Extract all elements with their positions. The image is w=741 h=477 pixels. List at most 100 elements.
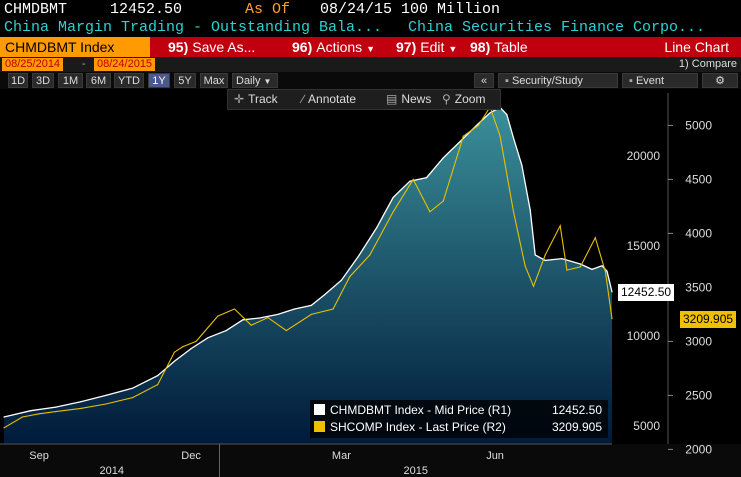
chmdbmt-point <box>601 265 603 267</box>
compare-button[interactable]: 1) Compare <box>678 58 737 70</box>
shcomp-point <box>601 259 603 261</box>
collapse-button[interactable]: « <box>474 73 495 88</box>
chmdbmt-point <box>310 304 312 306</box>
news-button[interactable]: ▤ News <box>386 90 431 109</box>
start-date-input[interactable]: 08/25/2014 <box>2 58 64 71</box>
actions-label: Actions <box>316 39 363 55</box>
shcomp-point <box>566 269 568 271</box>
shcomp-point <box>499 135 501 137</box>
shcomp-point <box>21 416 23 418</box>
issuer-description: China Securities Finance Corpo... <box>408 19 706 36</box>
end-date-input[interactable]: 08/24/2015 <box>94 58 156 71</box>
frequency-select[interactable]: Daily ▼ <box>232 73 278 88</box>
security-study-button[interactable]: ▪ Security/Study <box>498 73 618 88</box>
ticker-symbol: CHMDBMT <box>4 1 68 18</box>
security-study-label: Security/Study <box>511 75 583 87</box>
y-left-tick-label: 5000 <box>633 419 660 433</box>
shcomp-point <box>38 413 40 415</box>
period-1m-button[interactable]: 1M <box>58 73 83 88</box>
chart-type-button[interactable]: Line Chart <box>664 39 729 55</box>
table-label: Table <box>494 39 528 55</box>
period-ytd-button[interactable]: YTD <box>114 73 144 88</box>
actions-button[interactable]: 96) Actions ▼ <box>292 37 375 57</box>
chmdbmt-point <box>506 114 508 116</box>
chmdbmt-point <box>579 263 581 265</box>
track-label: Track <box>248 92 278 106</box>
x-month-label: Jun <box>486 450 504 462</box>
news-icon: ▤ <box>386 92 398 106</box>
security-description: China Margin Trading - Outstanding Bala.… <box>4 19 383 36</box>
gear-icon[interactable]: ⚙ <box>702 73 738 88</box>
description-row: China Margin Trading - Outstanding Bala.… <box>0 19 741 37</box>
table-button[interactable]: 98) Table <box>470 37 528 57</box>
last-value-tag-chmdbmt: 12452.50 <box>618 284 675 301</box>
legend-entry-shcomp[interactable]: SHCOMP Index - Last Price (R2) 3209.905 <box>314 419 604 436</box>
period-5y-button[interactable]: 5Y <box>174 73 196 88</box>
chmdbmt-point <box>392 196 394 198</box>
chmdbmt-area <box>4 107 612 445</box>
save-as-label: Save As... <box>192 39 256 55</box>
shcomp-point <box>579 266 581 268</box>
event-icon: ▪ <box>629 75 636 87</box>
frequency-dropdown-icon: ▼ <box>263 77 272 86</box>
shcomp-point <box>285 330 287 332</box>
chmdbmt-point <box>544 259 546 261</box>
shcomp-point <box>611 318 613 320</box>
chmdbmt-point <box>357 256 359 258</box>
legend-value-shcomp: 3209.905 <box>551 420 602 434</box>
zoom-button[interactable]: ⚲ Zoom <box>442 90 485 109</box>
shcomp-point <box>369 254 371 256</box>
period-1d-button[interactable]: 1D <box>8 73 28 88</box>
magnifier-icon: ⚲ <box>442 92 451 106</box>
chmdbmt-point <box>294 308 296 310</box>
chmdbmt-point <box>442 157 444 159</box>
as-of-label: As Of <box>245 1 291 18</box>
annotate-button[interactable]: ∕ Annotate <box>302 90 356 109</box>
shcomp-point <box>392 211 394 213</box>
actions-number: 96) <box>292 39 313 55</box>
shcomp-point <box>594 237 596 239</box>
period-3d-button[interactable]: 3D <box>32 73 54 88</box>
period-6m-button[interactable]: 6M <box>86 73 111 88</box>
shcomp-point <box>559 225 561 227</box>
as-of-value: 08/24/15 100 Million <box>320 1 501 18</box>
index-input[interactable]: CHMDBMT Index <box>0 37 150 57</box>
event-label: Event <box>635 75 665 87</box>
table-number: 98) <box>470 39 491 55</box>
y-left-tick-label: 10000 <box>627 329 661 343</box>
save-as-number: 95) <box>168 39 189 55</box>
shcomp-point <box>512 211 515 213</box>
y-right-tick-label: 3000 <box>685 334 712 348</box>
edit-label: Edit <box>420 39 445 55</box>
x-month-label: Mar <box>332 450 351 462</box>
shcomp-point <box>429 211 431 213</box>
chmdbmt-point <box>534 254 536 256</box>
x-axis-band <box>0 444 741 477</box>
chmdbmt-point <box>157 375 159 377</box>
legend-value-chmdbmt: 12452.50 <box>551 403 602 417</box>
edit-button[interactable]: 97) Edit ▼ <box>396 37 457 57</box>
shcomp-point <box>132 397 134 399</box>
chart-legend: CHMDBMT Index - Mid Price (R1) 12452.50 … <box>310 400 608 438</box>
chmdbmt-point <box>3 416 5 418</box>
shcomp-point <box>250 324 252 326</box>
date-range-bar: 08/25/2014 - 08/24/2015 1) Compare <box>0 57 741 72</box>
legend-entry-chmdbmt[interactable]: CHMDBMT Index - Mid Price (R1) 12452.50 <box>314 402 604 419</box>
period-max-button[interactable]: Max <box>200 73 228 88</box>
security-study-icon: ▪ <box>505 75 512 87</box>
x-year-label: 2015 <box>403 465 427 477</box>
event-button[interactable]: ▪ Event <box>622 73 698 88</box>
shcomp-point <box>532 285 535 287</box>
shcomp-point <box>105 403 107 405</box>
track-button[interactable]: ✛ Track <box>234 90 278 109</box>
save-as-button[interactable]: 95) Save As... <box>168 37 255 57</box>
chmdbmt-point <box>80 401 82 403</box>
edit-number: 97) <box>396 39 417 55</box>
period-1y-button[interactable]: 1Y <box>148 73 170 88</box>
chmdbmt-point <box>529 209 531 211</box>
shcomp-point <box>442 200 444 202</box>
x-month-label: Dec <box>181 450 201 462</box>
legend-swatch-white <box>314 404 325 415</box>
pencil-icon: ∕ <box>302 92 305 106</box>
shcomp-point <box>173 351 175 353</box>
